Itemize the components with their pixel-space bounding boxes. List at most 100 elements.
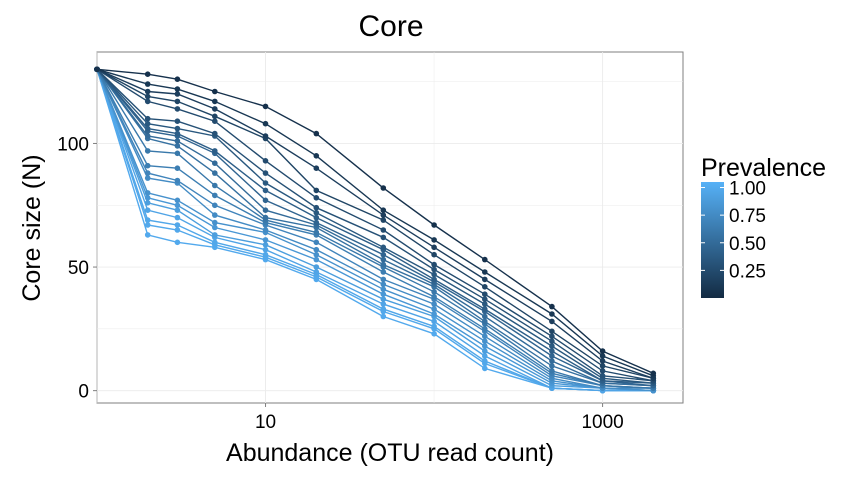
series-0-point-11 [650, 370, 657, 377]
series-21-point-2 [174, 239, 181, 246]
series-6-point-8 [482, 301, 488, 307]
series-line-8 [96, 68, 654, 387]
legend-label-0: 1.00 [729, 179, 766, 200]
series-17-point-3 [212, 232, 218, 238]
series-7-point-8 [482, 306, 488, 312]
series-10-point-6 [380, 261, 387, 268]
series-line-6 [96, 68, 654, 384]
series-0-point-5 [313, 130, 320, 137]
series-7-point-7 [431, 276, 437, 283]
series-16-point-3 [212, 224, 218, 231]
series-14-point-6 [380, 281, 387, 288]
series-15-point-6 [380, 286, 387, 293]
x-tick-label-1: 1000 [581, 412, 623, 433]
series-5-point-3 [212, 130, 218, 137]
series-6-point-7 [431, 271, 437, 278]
series-13-point-1 [144, 170, 151, 176]
series-4-point-9 [549, 333, 555, 340]
series-18-point-8 [482, 353, 488, 359]
series-4-point-6 [380, 227, 387, 233]
series-2-point-6 [380, 212, 387, 218]
series-line-3 [96, 68, 654, 379]
series-points [94, 66, 657, 394]
series-4-point-7 [431, 261, 437, 268]
series-7-point-5 [313, 214, 320, 221]
series-line-12 [96, 68, 654, 389]
series-16-point-6 [380, 291, 387, 298]
series-14-point-5 [313, 246, 320, 253]
series-5-point-2 [174, 118, 181, 124]
series-21-point-7 [431, 331, 437, 337]
series-1-point-10 [599, 353, 606, 359]
series-11-point-9 [549, 368, 555, 374]
series-3-point-3 [212, 113, 218, 120]
series-3-point-10 [599, 363, 606, 369]
series-11-point-2 [174, 150, 181, 157]
series-18-point-1 [144, 207, 151, 213]
series-2-point-5 [313, 165, 320, 171]
series-17-point-2 [174, 207, 181, 213]
series-line-1 [96, 68, 654, 377]
series-0-point-1 [144, 71, 151, 77]
series-14-point-1 [144, 175, 151, 181]
series-1-point-2 [174, 86, 181, 92]
series-1-point-5 [313, 153, 320, 159]
series-16-point-5 [313, 256, 320, 263]
series-4-point-10 [599, 368, 606, 374]
series-5-point-7 [431, 266, 437, 273]
series-4-point-2 [174, 106, 181, 112]
series-5-point-4 [262, 170, 269, 176]
series-17-point-4 [262, 242, 269, 248]
series-4-point-3 [212, 118, 218, 124]
series-20-point-2 [174, 227, 181, 233]
series-20-point-1 [144, 222, 151, 228]
series-0-point-0 [94, 66, 100, 73]
series-5-point-8 [482, 296, 488, 303]
series-17-point-6 [380, 296, 387, 303]
series-11-point-7 [431, 289, 437, 295]
series-14-point-3 [212, 212, 218, 218]
series-6-point-5 [313, 209, 320, 216]
series-line-17 [96, 69, 654, 392]
series-21-point-8 [482, 365, 488, 372]
series-7-point-3 [212, 148, 218, 154]
series-2-point-1 [144, 88, 151, 95]
series-6-point-4 [262, 180, 269, 186]
series-line-13 [96, 68, 654, 389]
series-16-point-2 [174, 202, 181, 209]
series-3-point-6 [380, 217, 387, 223]
series-7-point-1 [144, 125, 151, 132]
series-0-point-7 [431, 222, 437, 228]
y-tick-label-2: 100 [57, 134, 89, 155]
series-15-point-5 [313, 251, 320, 258]
series-0-point-6 [380, 185, 387, 191]
series-3-point-1 [144, 93, 151, 100]
series-13-point-6 [380, 276, 387, 283]
series-19-point-7 [431, 323, 437, 330]
series-0-point-8 [482, 256, 488, 263]
series-2-point-7 [431, 244, 437, 251]
series-0-point-4 [262, 103, 269, 110]
series-15-point-7 [431, 306, 437, 312]
series-5-point-1 [144, 115, 151, 122]
series-8-point-9 [549, 353, 555, 359]
series-7-point-4 [262, 187, 269, 194]
series-line-11 [96, 68, 654, 389]
series-8-point-6 [380, 251, 387, 258]
series-1-point-4 [262, 120, 269, 127]
series-15-point-2 [174, 197, 181, 204]
series-1-point-7 [431, 237, 437, 243]
series-line-15 [96, 69, 654, 392]
axis-ticks: 10 1000 0 50 100 [57, 134, 623, 433]
legend-label-1: 0.75 [729, 206, 766, 227]
series-9-point-1 [144, 133, 151, 139]
series-9-point-3 [212, 160, 218, 166]
series-19-point-8 [482, 358, 488, 364]
series-line-10 [96, 68, 654, 387]
series-12-point-8 [482, 326, 488, 332]
series-lines [96, 68, 654, 392]
series-5-point-9 [549, 338, 555, 345]
series-10-point-2 [174, 143, 181, 149]
series-18-point-7 [431, 318, 437, 325]
series-line-4 [96, 68, 654, 382]
